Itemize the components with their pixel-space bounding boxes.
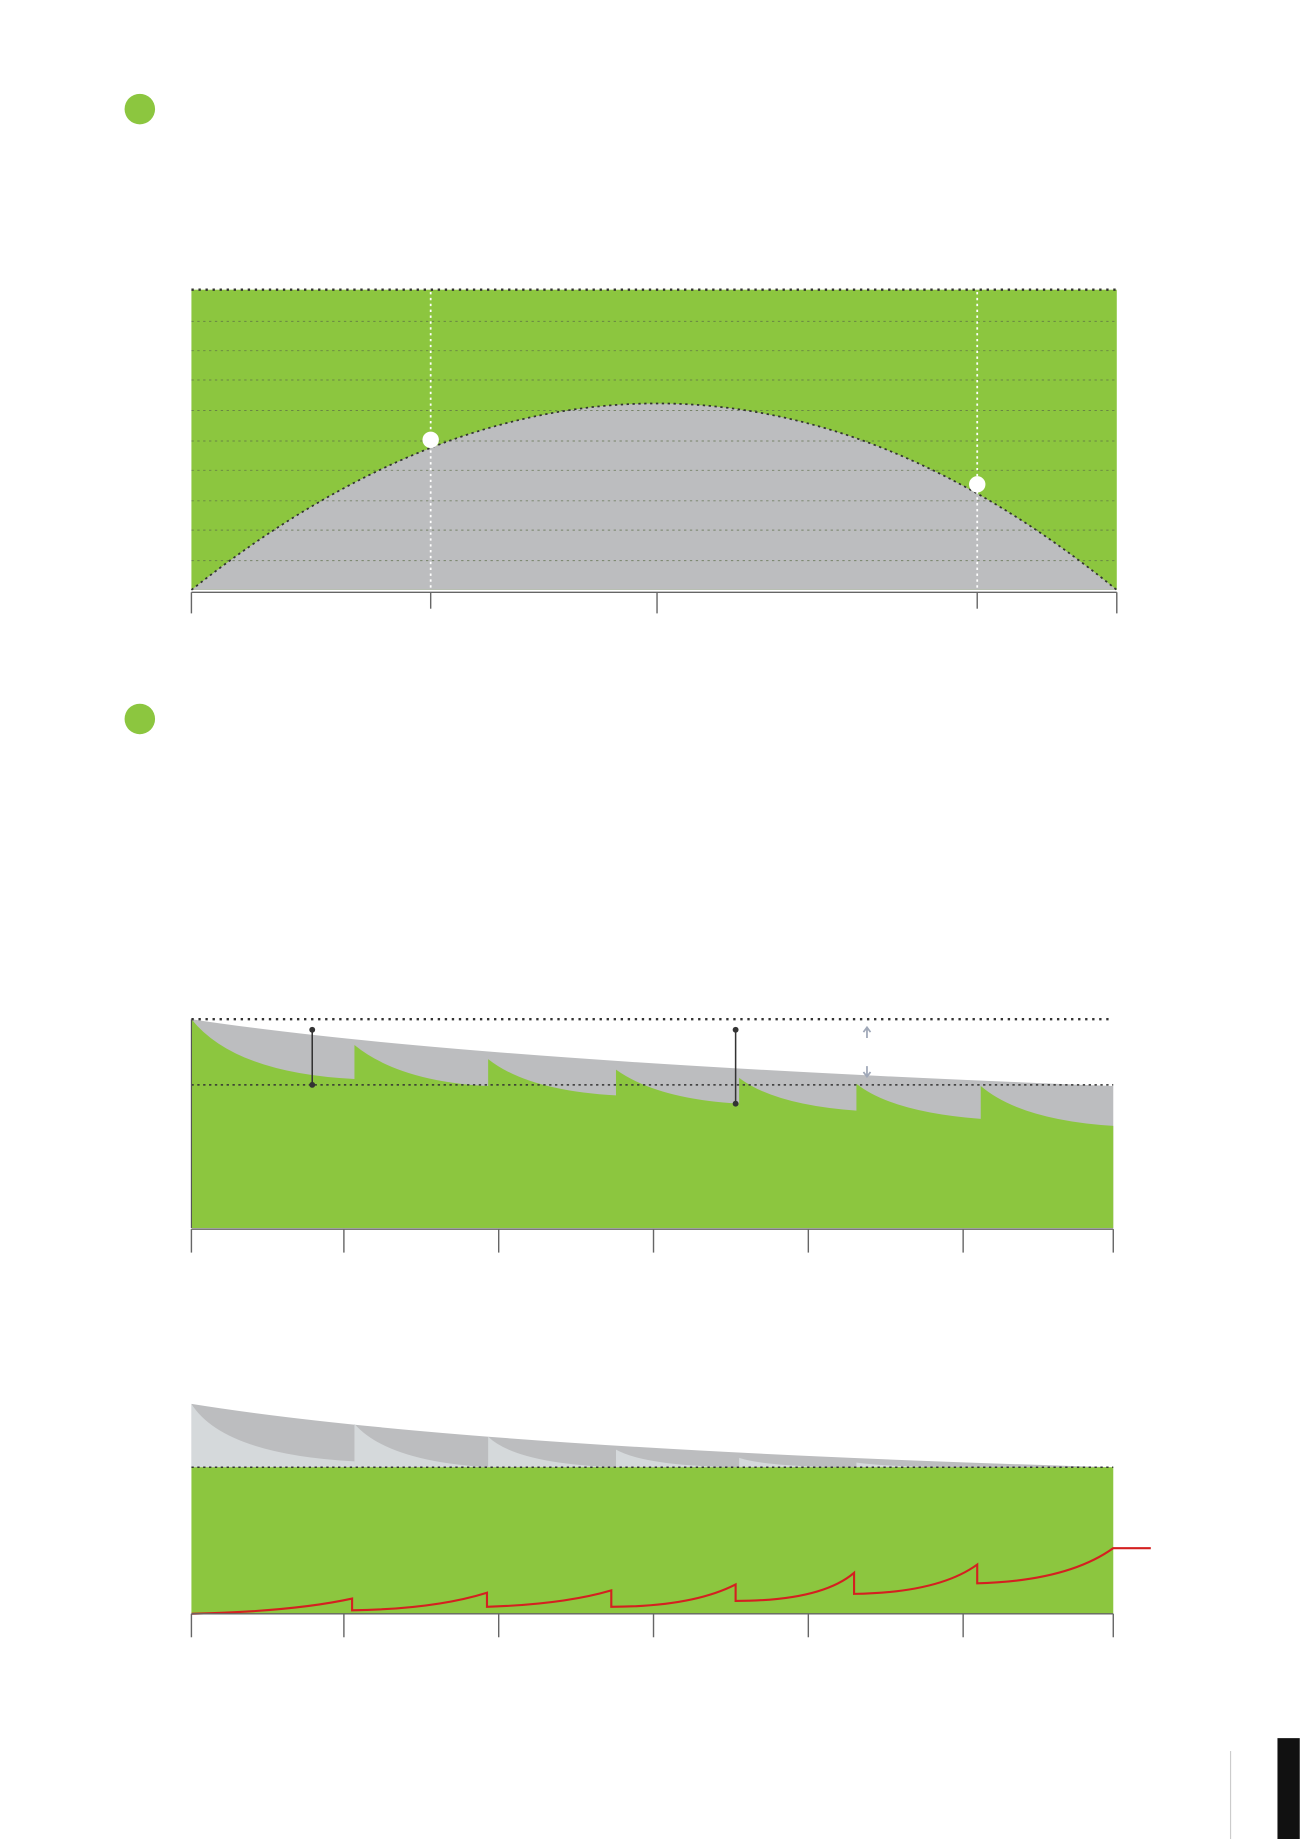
light-teeth: [191, 1403, 981, 1468]
tooth: [191, 1403, 355, 1468]
tooth: [856, 1462, 981, 1468]
arrow-down: [862, 1066, 872, 1079]
arc-outline: [190, 402, 1118, 591]
arc-diagram: [190, 288, 1118, 614]
tooth: [739, 1457, 857, 1468]
tooth: [615, 1449, 740, 1468]
marker-dot: [422, 431, 439, 449]
field: [191, 1467, 1114, 1614]
range-end: [309, 1081, 316, 1088]
tooth: [354, 1423, 489, 1468]
envelope-area: [191, 1403, 1114, 1468]
tooth: [488, 1436, 616, 1468]
section-marker: [124, 93, 156, 125]
range-end: [732, 1026, 739, 1033]
marker-dot: [969, 476, 986, 493]
arrow-up: [862, 1025, 872, 1038]
axis: [190, 1228, 1114, 1253]
page-tab: [1277, 1738, 1300, 1839]
range-end: [732, 1100, 739, 1107]
range-end: [309, 1026, 316, 1033]
level-diagram: [190, 1403, 1151, 1638]
axis: [190, 1613, 1114, 1638]
sawtooth-diagram: [190, 1018, 1114, 1253]
section-marker: [124, 703, 156, 735]
axis: [190, 591, 1118, 614]
sawtooth-area: [191, 1019, 1114, 1228]
red-line: [191, 1547, 1151, 1615]
guide-lines: [191, 320, 1117, 562]
